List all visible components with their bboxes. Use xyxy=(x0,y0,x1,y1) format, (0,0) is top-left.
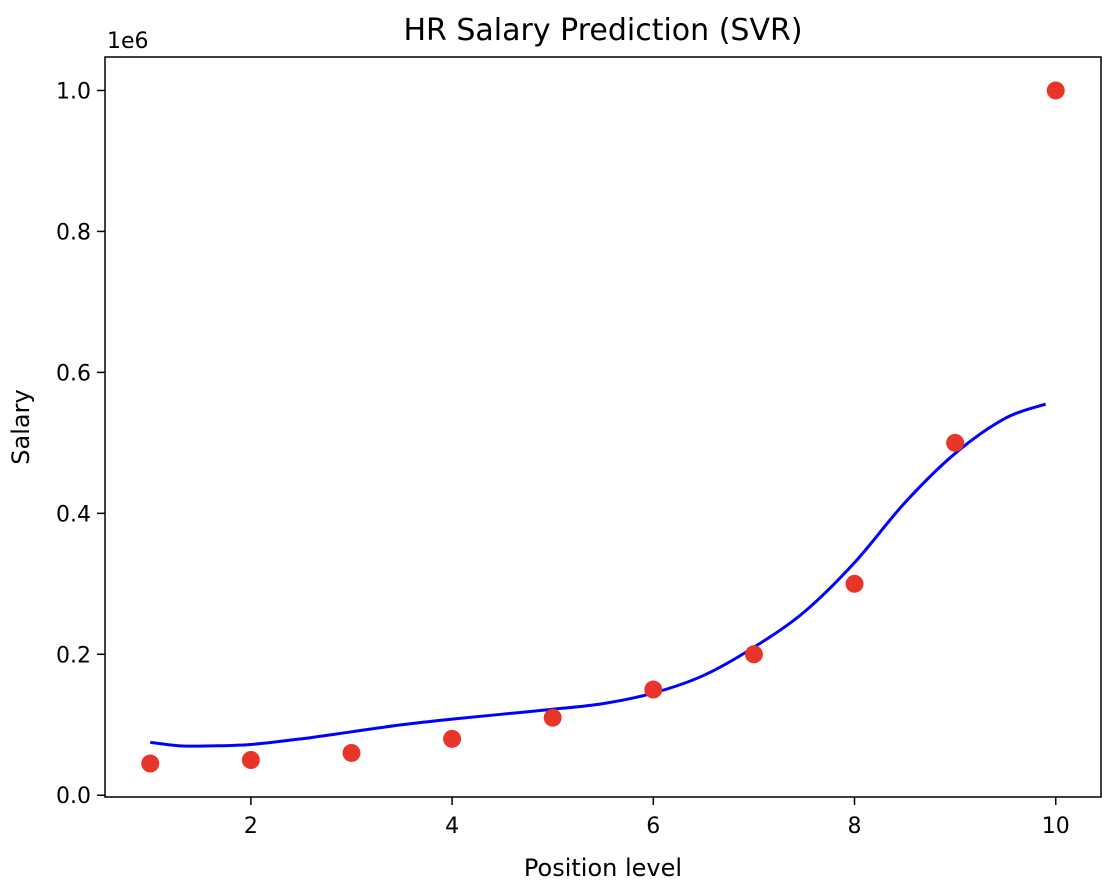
salary-data-point xyxy=(342,743,361,762)
salary-data-point xyxy=(744,645,763,664)
x-tick-label: 10 xyxy=(1042,814,1070,839)
y-offset-label: 1e6 xyxy=(107,29,149,54)
x-tick-label: 6 xyxy=(646,814,660,839)
chart-marks xyxy=(141,81,1065,773)
x-tick-label: 4 xyxy=(445,814,459,839)
x-axis-label: Position level xyxy=(524,854,682,882)
y-tick-label: 1.0 xyxy=(56,79,91,104)
salary-data-point xyxy=(543,708,562,727)
salary-data-point xyxy=(845,574,864,593)
chart-title: HR Salary Prediction (SVR) xyxy=(403,13,802,48)
salary-data-point xyxy=(241,751,260,769)
svr-prediction-line xyxy=(150,402,1047,748)
plot-frame xyxy=(104,56,1102,798)
y-axis-label: Salary xyxy=(7,389,35,464)
y-tick-label: 0.0 xyxy=(56,784,91,809)
salary-data-point xyxy=(644,680,663,699)
y-tick-label: 0.4 xyxy=(56,502,91,527)
chart-ticks: 2 4 6 8 10 0.0 0.2 0.4 0.6 0.8 1.0 xyxy=(56,79,1070,839)
salary-data-point xyxy=(1046,81,1065,100)
y-tick-label: 0.6 xyxy=(56,361,91,386)
salary-data-point xyxy=(946,433,965,452)
x-tick-label: 2 xyxy=(244,814,258,839)
y-tick-label: 0.8 xyxy=(56,220,91,245)
salary-data-point xyxy=(141,754,160,773)
y-tick-label: 0.2 xyxy=(56,643,91,668)
x-tick-label: 8 xyxy=(848,814,862,839)
salary-data-point xyxy=(443,729,462,748)
